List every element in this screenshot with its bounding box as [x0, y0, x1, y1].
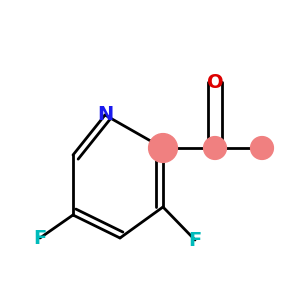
Circle shape [148, 134, 177, 162]
Text: N: N [97, 106, 113, 124]
Circle shape [204, 136, 226, 159]
Text: O: O [207, 73, 223, 92]
Text: F: F [188, 230, 202, 250]
Circle shape [250, 136, 273, 159]
Text: F: F [33, 229, 46, 247]
